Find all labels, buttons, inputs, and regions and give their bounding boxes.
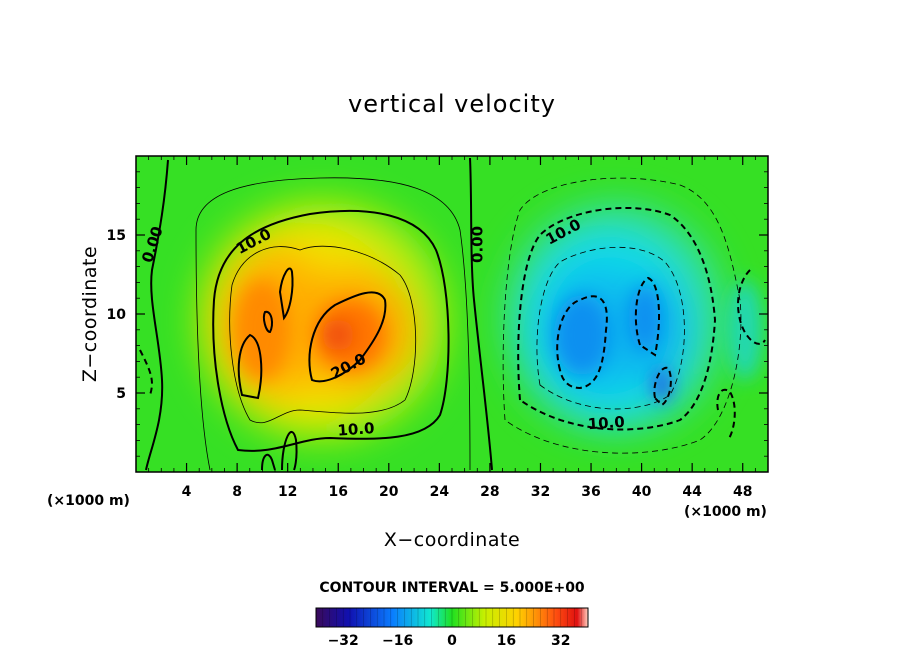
contour-label-text: 10.0 — [587, 413, 625, 434]
x-tick-label: 16 — [328, 484, 347, 500]
x-tick-label: 8 — [232, 484, 242, 500]
contour-label-text: 0.00 — [468, 226, 486, 263]
x-tick-label: 36 — [581, 484, 600, 500]
colorbar-tick-label: 32 — [551, 633, 570, 649]
x-tick-label: 24 — [430, 484, 450, 500]
y-tick-label: 5 — [116, 386, 126, 402]
x-tick-label: 32 — [531, 484, 550, 500]
x-unit-right: (×1000 m) — [684, 504, 767, 520]
colorbar-tick-label: −32 — [328, 633, 359, 649]
x-unit-left: (×1000 m) — [47, 493, 130, 509]
x-tick-label: 4 — [182, 484, 192, 500]
x-tick-label: 28 — [480, 484, 499, 500]
colorbar — [315, 607, 589, 628]
colorbar-tick-label: −16 — [382, 633, 413, 649]
contour-label-text: 10.0 — [337, 419, 375, 440]
contour-label: 10.0 — [587, 413, 625, 434]
x-tick-label: 20 — [379, 484, 399, 500]
y-tick-label: 10 — [107, 307, 127, 323]
y-axis-ticks: 5 10 15 — [107, 171, 768, 457]
contour-lines — [139, 157, 766, 471]
x-axis-label: X−coordinate — [384, 529, 520, 551]
contour-interval: CONTOUR INTERVAL = 5.000E+00 — [319, 580, 585, 596]
y-axis-label: Z−coordinate — [79, 246, 101, 382]
x-tick-label: 12 — [278, 484, 297, 500]
heatmap-field: 0.00 10.020.010.00.00 10.010.0 — [136, 156, 768, 472]
x-tick-label: 40 — [632, 484, 652, 500]
contour-label: 0.00 — [468, 226, 486, 263]
colorbar-tick-label: 16 — [497, 633, 516, 649]
colorbar-ticks: −32 −16 0 16 32 — [328, 633, 571, 649]
chart-title: vertical velocity — [348, 90, 556, 118]
contour-label: 10.0 — [337, 419, 375, 440]
x-axis-ticks: 4 8 12 16 20 24 28 32 36 40 44 48 — [148, 156, 756, 500]
y-tick-label: 15 — [107, 228, 126, 244]
x-tick-label: 44 — [682, 484, 702, 500]
colorbar-tick-label: 0 — [447, 633, 457, 649]
x-tick-label: 48 — [733, 484, 752, 500]
